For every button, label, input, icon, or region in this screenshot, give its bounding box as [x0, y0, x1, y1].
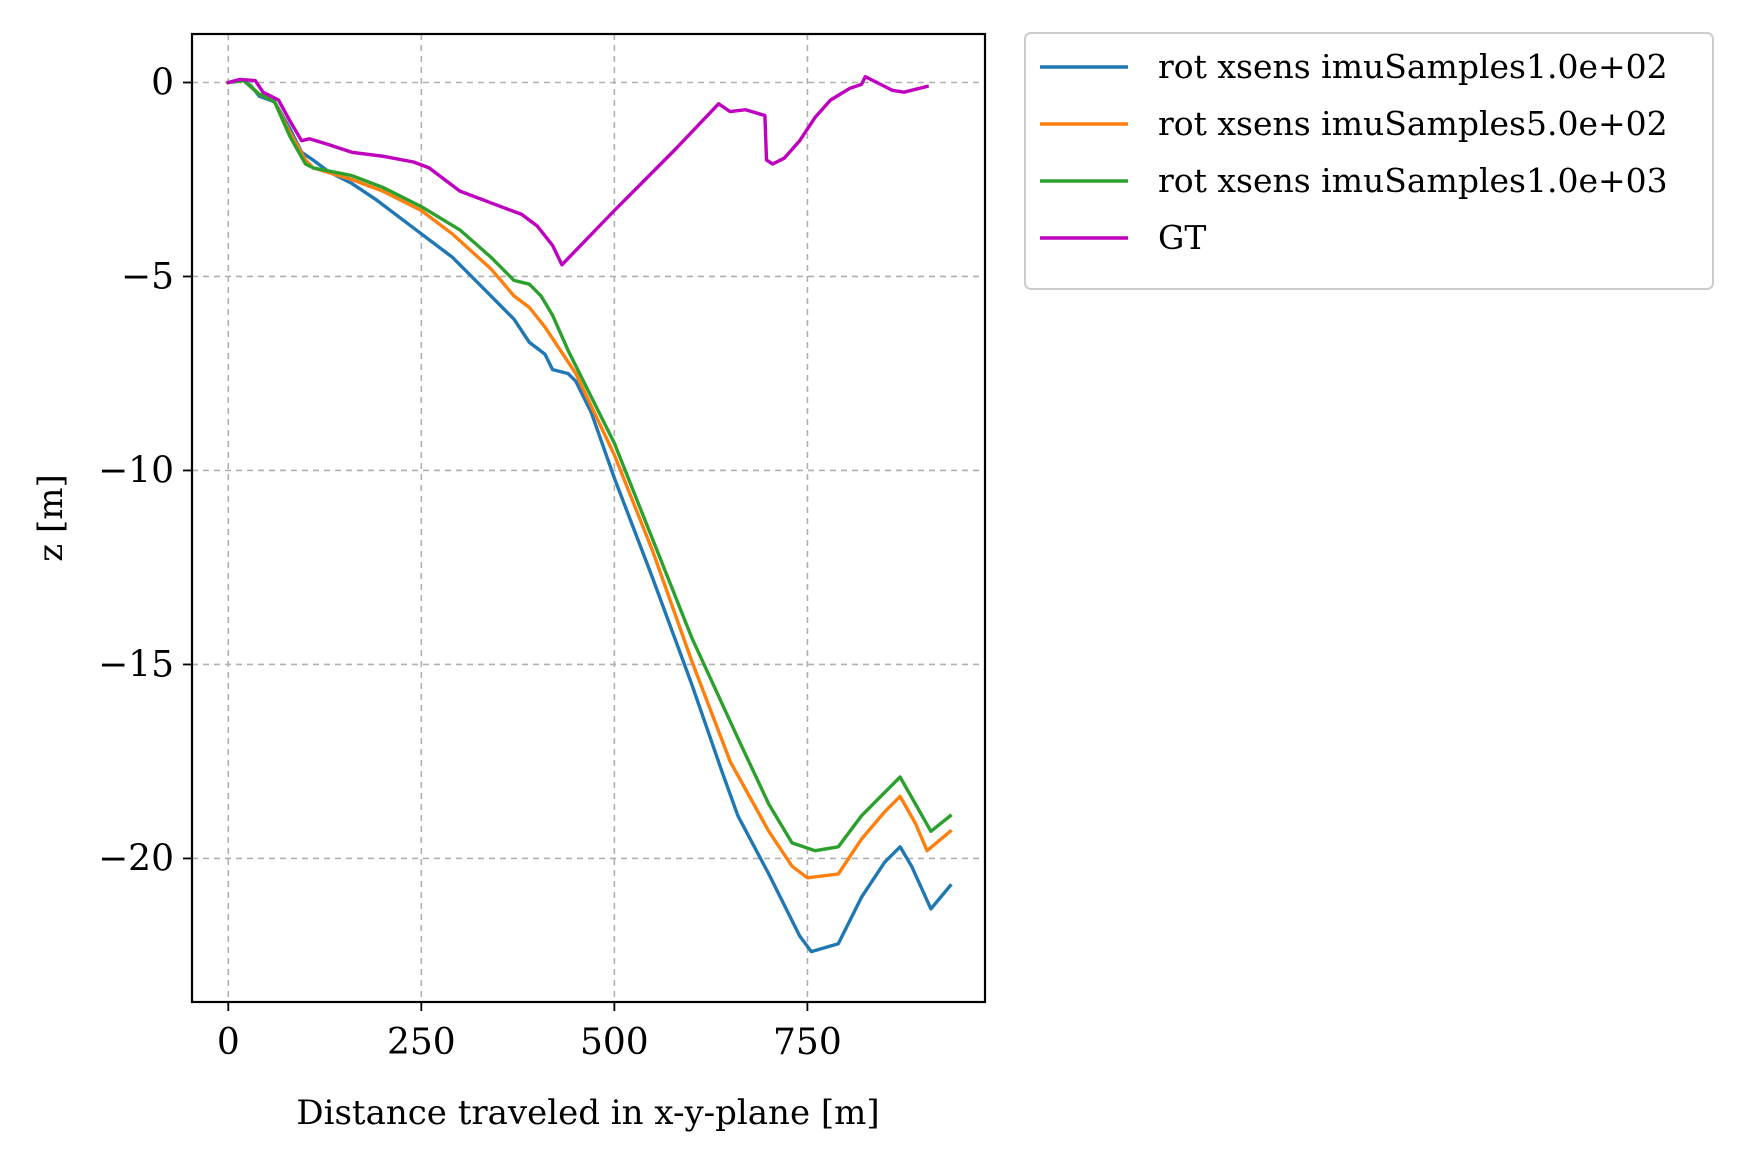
legend-label-1: rot xsens imuSamples5.0e+02: [1158, 104, 1668, 143]
x-tick-label: 750: [773, 1022, 842, 1063]
legend-box: [1024, 32, 1714, 290]
y-tick-label: −15: [98, 644, 174, 685]
x-tick-label: 500: [580, 1022, 649, 1063]
series-line-0: [226, 78, 953, 954]
plot-frame: [190, 32, 987, 1004]
y-tick-label: −10: [98, 450, 174, 491]
x-tick-label: 250: [387, 1022, 456, 1063]
legend-label-0: rot xsens imuSamples1.0e+02: [1158, 47, 1668, 86]
y-tick-label: 0: [151, 62, 174, 103]
y-axis-label: z [m]: [31, 474, 71, 562]
legend: rot xsens imuSamples1.0e+02 rot xsens imu…: [1024, 32, 1714, 290]
series-line-1: [226, 78, 953, 880]
axis-ticks: 0 250 500 750 0 −5 −10 −15 −20: [98, 62, 842, 1063]
x-tick-label: 0: [217, 1022, 240, 1063]
y-tick-label: −20: [98, 838, 174, 879]
legend-label-3: GT: [1158, 218, 1206, 257]
series-line-3: [226, 75, 930, 267]
x-axis-label: Distance traveled in x-y-plane [m]: [296, 1093, 879, 1133]
series-lines: [226, 75, 953, 954]
y-tick-label: −5: [121, 256, 174, 297]
legend-label-2: rot xsens imuSamples1.0e+03: [1158, 161, 1668, 200]
series-line-2: [226, 78, 953, 853]
grid-lines: [192, 34, 985, 1002]
